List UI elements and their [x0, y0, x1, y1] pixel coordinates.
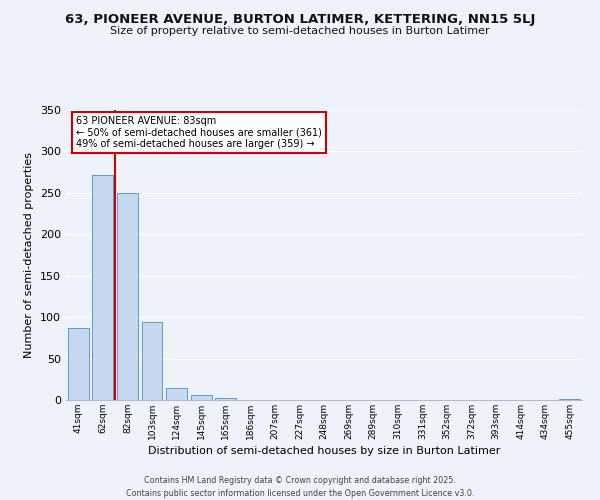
Text: 63 PIONEER AVENUE: 83sqm
← 50% of semi-detached houses are smaller (361)
49% of : 63 PIONEER AVENUE: 83sqm ← 50% of semi-d… [76, 116, 322, 149]
X-axis label: Distribution of semi-detached houses by size in Burton Latimer: Distribution of semi-detached houses by … [148, 446, 500, 456]
Bar [191, 395, 212, 400]
Bar [117, 193, 138, 400]
Text: 63, PIONEER AVENUE, BURTON LATIMER, KETTERING, NN15 5LJ: 63, PIONEER AVENUE, BURTON LATIMER, KETT… [65, 12, 535, 26]
Y-axis label: Number of semi-detached properties: Number of semi-detached properties [25, 152, 34, 358]
Bar [166, 388, 187, 400]
Text: Size of property relative to semi-detached houses in Burton Latimer: Size of property relative to semi-detach… [110, 26, 490, 36]
Text: Contains HM Land Registry data © Crown copyright and database right 2025.
Contai: Contains HM Land Registry data © Crown c… [126, 476, 474, 498]
Bar [142, 322, 163, 400]
Bar [215, 398, 236, 400]
Bar [68, 328, 89, 400]
Bar [559, 399, 580, 400]
Bar [92, 176, 113, 400]
